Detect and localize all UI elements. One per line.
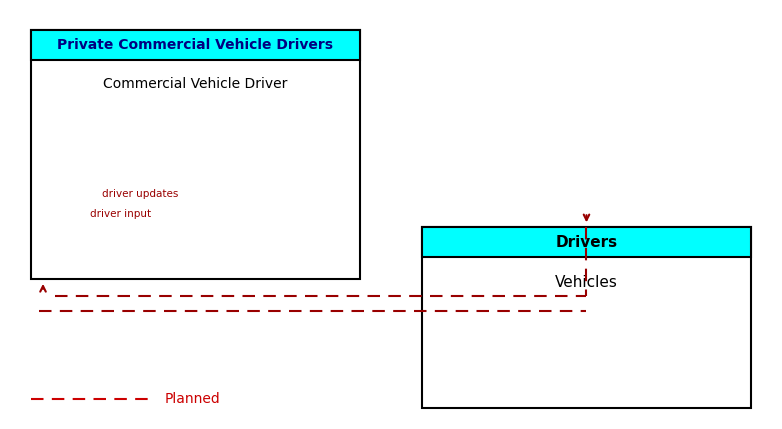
Text: Private Commercial Vehicle Drivers: Private Commercial Vehicle Drivers	[58, 38, 333, 52]
Text: Vehicles: Vehicles	[555, 275, 618, 290]
Text: Commercial Vehicle Driver: Commercial Vehicle Driver	[103, 77, 288, 91]
Text: driver input: driver input	[90, 209, 151, 219]
FancyBboxPatch shape	[31, 30, 360, 279]
Text: Planned: Planned	[164, 392, 220, 406]
FancyBboxPatch shape	[31, 30, 360, 60]
FancyBboxPatch shape	[422, 227, 751, 257]
Text: driver updates: driver updates	[102, 190, 178, 199]
FancyBboxPatch shape	[422, 227, 751, 408]
Text: Drivers: Drivers	[555, 235, 618, 250]
